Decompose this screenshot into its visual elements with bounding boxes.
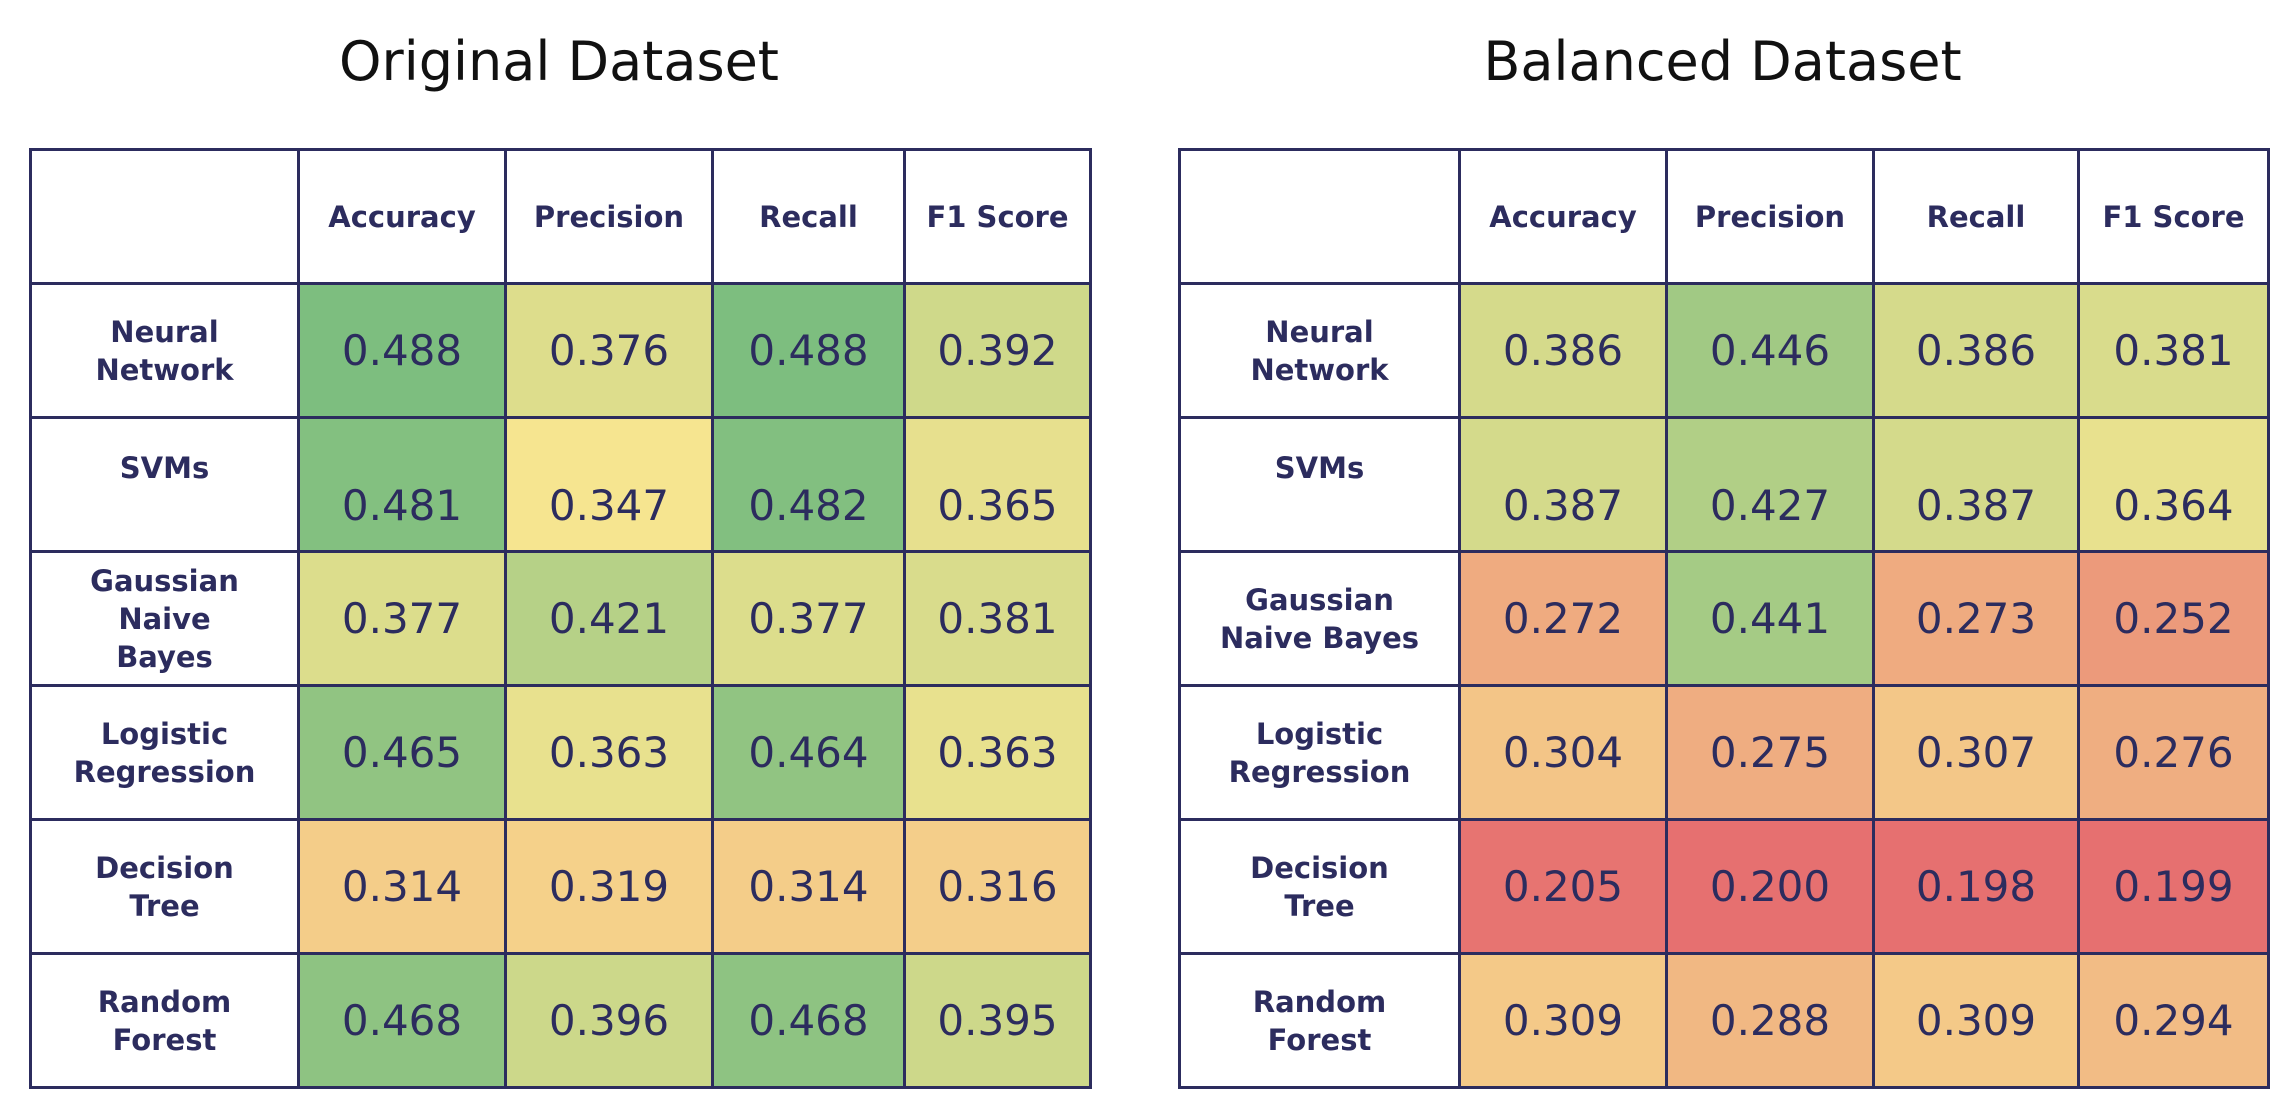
row-header: Decision Tree	[1178, 818, 1461, 955]
heatmap-cell: 0.205	[1458, 818, 1668, 955]
heatmap-cell: 0.481	[297, 416, 507, 553]
heatmap-cell: 0.386	[1458, 282, 1668, 419]
heatmap-cell: 0.200	[1665, 818, 1875, 955]
heatmap-cell: 0.273	[1872, 550, 2080, 687]
corner-cell	[1178, 148, 1461, 285]
heatmap-cell: 0.377	[297, 550, 507, 687]
row-header: Random Forest	[29, 952, 300, 1089]
heatmap-cell: 0.316	[903, 818, 1092, 955]
heatmap-cell: 0.381	[903, 550, 1092, 687]
heatmap-cell: 0.392	[903, 282, 1092, 419]
column-header: Accuracy	[1458, 148, 1668, 285]
row-header: SVMs	[1178, 416, 1461, 553]
heatmap-cell: 0.396	[504, 952, 714, 1089]
table-row: Logistic Regression 0.465 0.363 0.464 0.363	[29, 684, 1092, 821]
heatmap-cell: 0.304	[1458, 684, 1668, 821]
heatmap-cell: 0.199	[2077, 818, 2270, 955]
heatmap-cell: 0.363	[504, 684, 714, 821]
table-row: Neural Network 0.386 0.446 0.386 0.381	[1178, 282, 2270, 419]
heatmap-cell: 0.465	[297, 684, 507, 821]
column-header: F1 Score	[2077, 148, 2270, 285]
table-row: Random Forest 0.309 0.288 0.309 0.294	[1178, 952, 2270, 1089]
column-header: F1 Score	[903, 148, 1092, 285]
heatmap-cell: 0.377	[711, 550, 906, 687]
row-header: Neural Network	[29, 282, 300, 419]
table-row: Logistic Regression 0.304 0.275 0.307 0.276	[1178, 684, 2270, 821]
heatmap-cell: 0.468	[297, 952, 507, 1089]
heatmap-cell: 0.464	[711, 684, 906, 821]
row-header: Logistic Regression	[1178, 684, 1461, 821]
heatmap-cell: 0.347	[504, 416, 714, 553]
table-row: Decision Tree 0.205 0.200 0.198 0.199	[1178, 818, 2270, 955]
heatmap-cell: 0.276	[2077, 684, 2270, 821]
heatmap-cell: 0.427	[1665, 416, 1875, 553]
column-header: Accuracy	[297, 148, 507, 285]
heatmap-cell: 0.275	[1665, 684, 1875, 821]
heatmap-cell: 0.446	[1665, 282, 1875, 419]
heatmap-cell: 0.468	[711, 952, 906, 1089]
column-header: Precision	[504, 148, 714, 285]
table-row: Gaussian Naive Bayes 0.377 0.421 0.377 0.381	[29, 550, 1092, 687]
column-header: Recall	[711, 148, 906, 285]
heatmap-cell: 0.441	[1665, 550, 1875, 687]
corner-cell	[29, 148, 300, 285]
heatmap-cell: 0.288	[1665, 952, 1875, 1089]
heatmap-cell: 0.294	[2077, 952, 2270, 1089]
heatmap-cell: 0.387	[1872, 416, 2080, 553]
heatmap-cell: 0.386	[1872, 282, 2080, 419]
chart-title: Balanced Dataset	[1483, 30, 1962, 93]
heatmap-cell: 0.272	[1458, 550, 1668, 687]
table-row: Neural Network 0.488 0.376 0.488 0.392	[29, 282, 1092, 419]
heatmap-cell: 0.387	[1458, 416, 1668, 553]
heatmap-cell: 0.365	[903, 416, 1092, 553]
heatmap-cell: 0.309	[1458, 952, 1668, 1089]
heatmap-table: Accuracy Precision Recall F1 Score Neural Ne…	[29, 148, 1092, 1089]
column-header: Recall	[1872, 148, 2080, 285]
heatmap-cell: 0.488	[711, 282, 906, 419]
row-header: Gaussian Naive Bayes	[29, 550, 300, 687]
heatmap-cell: 0.198	[1872, 818, 2080, 955]
heatmap-cell: 0.314	[711, 818, 906, 955]
row-header: Gaussian Naive Bayes	[1178, 550, 1461, 687]
table-row: SVMs 0.387 0.427 0.387 0.364	[1178, 416, 2270, 553]
heatmap-cell: 0.488	[297, 282, 507, 419]
table-row: Decision Tree 0.314 0.319 0.314 0.316	[29, 818, 1092, 955]
heatmap-cell: 0.482	[711, 416, 906, 553]
heatmap-cell: 0.395	[903, 952, 1092, 1089]
heatmap-cell: 0.252	[2077, 550, 2270, 687]
table-row: SVMs 0.481 0.347 0.482 0.365	[29, 416, 1092, 553]
heatmap-cell: 0.421	[504, 550, 714, 687]
column-header: Precision	[1665, 148, 1875, 285]
heatmap-cell: 0.314	[297, 818, 507, 955]
row-header: Neural Network	[1178, 282, 1461, 419]
heatmap-cell: 0.376	[504, 282, 714, 419]
row-header: Random Forest	[1178, 952, 1461, 1089]
row-header: SVMs	[29, 416, 300, 553]
heatmap-table: Accuracy Precision Recall F1 Score Neural Ne…	[1178, 148, 2270, 1089]
table-row: Gaussian Naive Bayes 0.272 0.441 0.273 0.252	[1178, 550, 2270, 687]
heatmap-cell: 0.309	[1872, 952, 2080, 1089]
heatmap-cell: 0.364	[2077, 416, 2270, 553]
heatmap-cell: 0.381	[2077, 282, 2270, 419]
heatmap-cell: 0.307	[1872, 684, 2080, 821]
table-row: Random Forest 0.468 0.396 0.468 0.395	[29, 952, 1092, 1089]
row-header: Decision Tree	[29, 818, 300, 955]
heatmap-cell: 0.319	[504, 818, 714, 955]
heatmap-cell: 0.363	[903, 684, 1092, 821]
row-header: Logistic Regression	[29, 684, 300, 821]
chart-title: Original Dataset	[339, 30, 779, 93]
